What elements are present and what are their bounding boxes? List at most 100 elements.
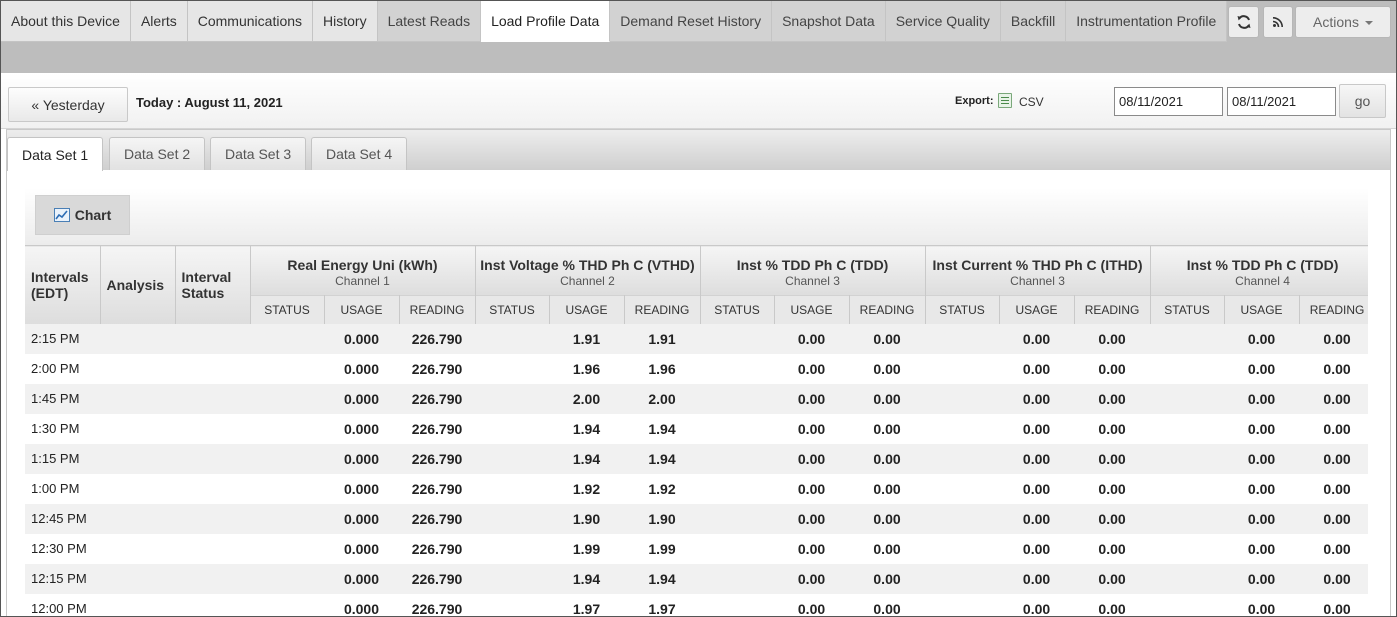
data-cell: 0.00 [1224,443,1300,474]
device-tab-communications[interactable]: Communications [187,1,314,42]
data-cell: 0.00 [849,353,926,384]
data-cell: 1.90 [624,503,701,534]
yesterday-button[interactable]: « Yesterday [8,87,128,122]
interval-status-cell [175,443,250,474]
data-cell [925,533,1000,564]
data-cell [475,563,549,594]
data-cell: 0.00 [1074,383,1151,414]
group-channel: Channel 4 [1235,273,1290,288]
data-cell: 0.00 [849,593,926,616]
header-intervals[interactable]: Intervals (EDT) [25,245,101,324]
start-date-input[interactable] [1114,87,1223,116]
data-cell [1150,443,1225,474]
device-tab-latest-reads[interactable]: Latest Reads [377,1,482,42]
data-cell: 0.000 [324,383,399,414]
sub-header-reading: READING [1074,295,1151,324]
device-tab-about-this-device[interactable]: About this Device [1,1,131,42]
data-cell: 1.94 [624,443,701,474]
data-cell: 0.00 [849,563,926,594]
export-label: Export: [955,95,994,107]
device-tab-demand-reset-history[interactable]: Demand Reset History [610,1,773,42]
table-row: 1:45 PM 0.000 226.790 2.00 2.00 0.00 0.00 0.00 0… [25,383,1368,414]
data-cell [250,473,324,504]
dataset-tab-2[interactable]: Data Set 2 [109,137,206,170]
group-title: Inst Current % THD Ph C (ITHD) [932,256,1143,273]
data-cell [250,383,324,414]
group-channel: Channel 3 [785,273,840,288]
device-tab-load-profile-data[interactable]: Load Profile Data [481,1,611,42]
device-tab-service-quality[interactable]: Service Quality [885,1,1001,42]
group-header-1[interactable]: Real Energy Uni (kWh) Channel 1 [250,245,476,296]
interval-status-cell [175,593,250,616]
data-cell [250,533,324,564]
data-cell: 0.00 [849,383,926,414]
refresh-button[interactable] [1228,6,1259,38]
csv-file-icon[interactable] [998,93,1012,108]
data-cell: 0.00 [774,533,850,564]
dataset-tab-1[interactable]: Data Set 1 [7,137,104,171]
actions-label: Actions [1313,14,1359,30]
data-cell [475,383,549,414]
data-cell: 0.00 [774,353,850,384]
device-tab-snapshot-data[interactable]: Snapshot Data [772,1,886,42]
data-cell: 0.00 [849,323,926,354]
interval-status-cell [175,533,250,564]
data-cell: 0.000 [324,533,399,564]
table-row: 12:30 PM 0.000 226.790 1.99 1.99 0.00 0.00 0.00… [25,533,1368,564]
interval-time: 1:30 PM [25,413,100,444]
data-cell: 0.000 [324,563,399,594]
data-cell [475,353,549,384]
group-header-5[interactable]: Inst % TDD Ph C (TDD) Channel 4 [1150,245,1368,296]
go-button[interactable]: go [1339,84,1386,118]
group-title: Inst % TDD Ph C (TDD) [736,256,889,273]
data-cell: 0.00 [1224,533,1300,564]
analysis-cell [100,323,175,354]
device-tab-backfill[interactable]: Backfill [1000,1,1067,42]
load-profile-panel: Data Set 1 Data Set 2 Data Set 3 Data Set 4… [6,129,1391,616]
analysis-cell [100,413,175,444]
data-cell: 0.00 [999,323,1075,354]
data-cell: 0.00 [1074,323,1151,354]
data-cell: 0.00 [1224,503,1300,534]
data-cell: 1.90 [549,503,624,534]
group-header-2[interactable]: Inst Voltage % THD Ph C (VTHD) Channel 2 [475,245,701,296]
analysis-cell [100,593,175,616]
end-date-input[interactable] [1227,87,1336,116]
csv-export-link[interactable]: CSV [1019,95,1044,109]
refresh-icon [1237,15,1250,29]
header-interval-status[interactable]: Interval Status [175,245,251,324]
data-cell: 1.94 [624,413,701,444]
data-cell [1150,413,1225,444]
device-tab-history[interactable]: History [313,1,378,42]
data-cell: 226.790 [399,563,475,594]
data-cell [700,443,775,474]
data-cell: 0.00 [774,323,850,354]
data-cell: 226.790 [399,413,475,444]
actions-dropdown[interactable]: Actions [1295,6,1391,38]
data-cell: 0.00 [774,443,850,474]
header-analysis[interactable]: Analysis [100,245,176,324]
data-cell [925,563,1000,594]
device-tab-alerts[interactable]: Alerts [130,1,188,42]
data-cell: 0.00 [774,413,850,444]
dataset-tab-3[interactable]: Data Set 3 [210,137,307,170]
sub-header-usage: USAGE [774,295,850,324]
data-cell [925,503,1000,534]
data-cell [1150,353,1225,384]
group-header-4[interactable]: Inst Current % THD Ph C (ITHD) Channel 3 [925,245,1151,296]
data-cell: 0.000 [324,473,399,504]
data-cell: 226.790 [399,383,475,414]
data-cell: 0.00 [1224,473,1300,504]
interval-time: 12:45 PM [25,503,100,534]
device-tab-instrumentation-profile[interactable]: Instrumentation Profile [1066,1,1228,42]
rss-button[interactable] [1263,6,1293,38]
data-cell: 1.97 [624,593,701,616]
data-cell: 0.00 [849,413,926,444]
group-header-3[interactable]: Inst % TDD Ph C (TDD) Channel 3 [700,245,926,296]
data-cell: 226.790 [399,473,475,504]
chart-button[interactable]: Chart [35,195,130,235]
data-cell: 2.00 [549,383,624,414]
data-cell [925,383,1000,414]
dataset-tab-4[interactable]: Data Set 4 [311,137,408,170]
data-cell: 1.94 [624,563,701,594]
